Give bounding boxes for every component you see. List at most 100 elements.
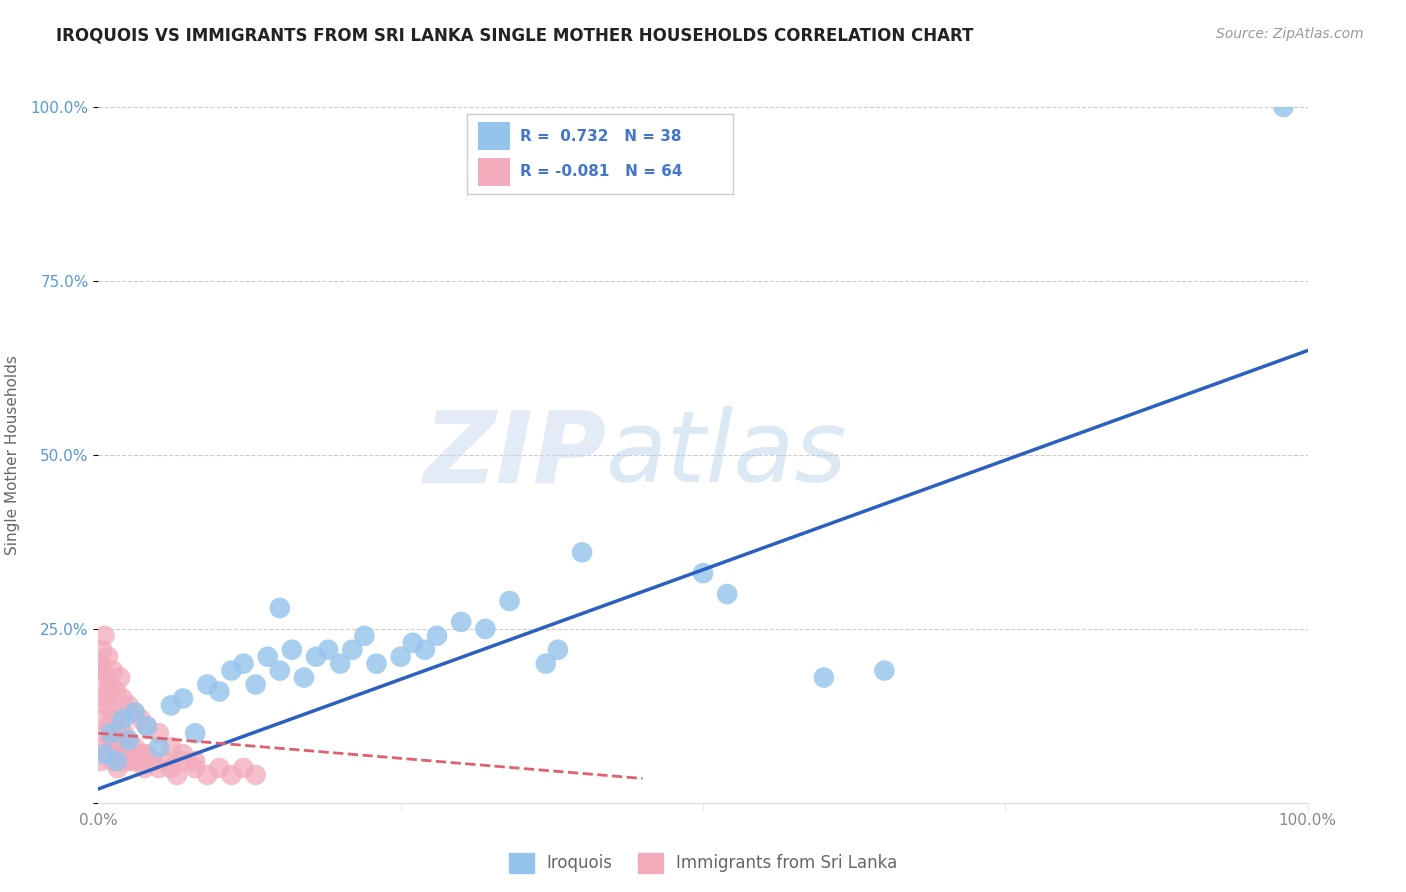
Point	[148, 761, 170, 775]
Point	[184, 726, 207, 740]
Point	[148, 726, 170, 740]
Point	[166, 768, 188, 782]
Point	[124, 706, 146, 720]
Point	[105, 684, 128, 698]
Point	[94, 671, 117, 685]
Point	[131, 747, 153, 761]
Y-axis label: Single Mother Households: Single Mother Households	[4, 355, 20, 555]
Point	[366, 657, 388, 671]
Point	[100, 726, 122, 740]
Point	[450, 615, 472, 629]
Point	[402, 636, 425, 650]
Point	[100, 733, 122, 747]
Point	[160, 761, 183, 775]
Point	[101, 664, 124, 678]
Point	[142, 754, 165, 768]
Point	[426, 629, 449, 643]
Point	[184, 754, 207, 768]
Point	[91, 642, 114, 657]
Point	[128, 754, 150, 768]
Point	[269, 664, 291, 678]
Point	[129, 712, 152, 726]
Point	[232, 761, 254, 775]
Point	[108, 733, 131, 747]
Point	[110, 754, 132, 768]
Point	[108, 719, 131, 733]
Point	[148, 740, 170, 755]
Point	[208, 761, 231, 775]
Point	[135, 747, 157, 761]
Point	[115, 733, 138, 747]
Point	[103, 726, 125, 740]
Point	[105, 712, 128, 726]
Point	[112, 726, 135, 740]
Point	[160, 740, 183, 755]
Point	[127, 747, 149, 761]
Point	[124, 740, 146, 755]
Point	[153, 754, 176, 768]
Point	[245, 677, 267, 691]
Point	[118, 733, 141, 747]
Point	[117, 754, 139, 768]
Point	[813, 671, 835, 685]
Point	[208, 684, 231, 698]
Point	[107, 761, 129, 775]
Point	[547, 642, 569, 657]
Point	[100, 677, 122, 691]
Point	[93, 747, 115, 761]
Point	[114, 747, 136, 761]
Point	[118, 740, 141, 755]
Point	[353, 629, 375, 643]
Point	[118, 747, 141, 761]
Point	[101, 754, 124, 768]
Point	[221, 768, 243, 782]
Point	[96, 698, 118, 713]
Point	[105, 754, 128, 768]
Point	[172, 754, 194, 768]
Point	[498, 594, 520, 608]
Point	[91, 712, 114, 726]
Point	[342, 642, 364, 657]
Point	[94, 726, 117, 740]
Point	[292, 671, 315, 685]
Point	[184, 761, 207, 775]
Point	[571, 545, 593, 559]
Point	[108, 671, 131, 685]
Point	[873, 664, 896, 678]
Point	[91, 664, 114, 678]
Point	[329, 657, 352, 671]
Point	[269, 601, 291, 615]
Point	[93, 691, 115, 706]
Point	[134, 761, 156, 775]
Point	[316, 642, 339, 657]
Point	[93, 629, 115, 643]
Point	[111, 712, 134, 726]
Point	[221, 664, 243, 678]
Point	[97, 747, 120, 761]
Point	[96, 684, 118, 698]
Point	[534, 657, 557, 671]
Point	[256, 649, 278, 664]
Point	[90, 657, 112, 671]
Point	[135, 719, 157, 733]
Point	[232, 657, 254, 671]
Text: atlas: atlas	[606, 407, 848, 503]
Point	[111, 740, 134, 755]
Point	[305, 649, 328, 664]
Point	[100, 706, 122, 720]
Point	[124, 706, 146, 720]
Point	[245, 768, 267, 782]
Point	[160, 698, 183, 713]
Point	[121, 754, 143, 768]
Point	[111, 691, 134, 706]
Point	[281, 642, 304, 657]
Point	[474, 622, 496, 636]
Point	[91, 740, 114, 755]
Point	[716, 587, 738, 601]
Point	[104, 740, 127, 755]
Point	[195, 768, 218, 782]
Point	[1272, 100, 1295, 114]
Point	[90, 754, 112, 768]
Point	[692, 566, 714, 581]
Point	[118, 698, 141, 713]
